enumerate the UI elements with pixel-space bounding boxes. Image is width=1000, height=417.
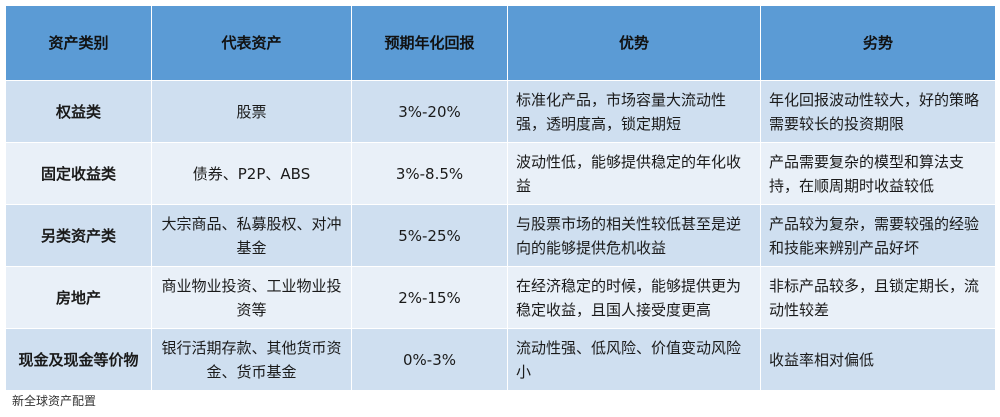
table-row: 现金及现金等价物 银行活期存款、其他货币资金、货币基金 0%-3% 流动性强、低… bbox=[5, 328, 996, 391]
cell-return: 3%-20% bbox=[351, 80, 508, 143]
cell-disadvantage: 产品需要复杂的模型和算法支持，在顺周期时收益较低 bbox=[760, 142, 996, 205]
table-header-row: 资产类别 代表资产 预期年化回报 优势 劣势 bbox=[5, 5, 996, 81]
cell-asset: 银行活期存款、其他货币资金、货币基金 bbox=[151, 328, 352, 391]
cell-advantage: 在经济稳定的时候，能够提供更为稳定收益，且国人接受度更高 bbox=[507, 266, 761, 329]
cell-return: 5%-25% bbox=[351, 204, 508, 267]
cell-disadvantage: 非标产品较多，且锁定期长，流动性较差 bbox=[760, 266, 996, 329]
cell-category: 现金及现金等价物 bbox=[5, 328, 152, 391]
header-category: 资产类别 bbox=[5, 5, 152, 81]
header-advantage: 优势 bbox=[507, 5, 761, 81]
asset-class-table: 资产类别 代表资产 预期年化回报 优势 劣势 权益类 股票 3%-20% 标准化… bbox=[5, 5, 996, 391]
cell-asset: 债券、P2P、ABS bbox=[151, 142, 352, 205]
table-row: 权益类 股票 3%-20% 标准化产品，市场容量大流动性强，透明度高，锁定期短 … bbox=[5, 80, 996, 143]
header-return: 预期年化回报 bbox=[351, 5, 508, 81]
cell-category: 固定收益类 bbox=[5, 142, 152, 205]
cell-advantage: 与股票市场的相关性较低甚至是逆向的能够提供危机收益 bbox=[507, 204, 761, 267]
header-asset: 代表资产 bbox=[151, 5, 352, 81]
cell-return: 0%-3% bbox=[351, 328, 508, 391]
cell-disadvantage: 年化回报波动性较大，好的策略需要较长的投资期限 bbox=[760, 80, 996, 143]
cell-category: 权益类 bbox=[5, 80, 152, 143]
table-row: 固定收益类 债券、P2P、ABS 3%-8.5% 波动性低，能够提供稳定的年化收… bbox=[5, 142, 996, 205]
table-row: 房地产 商业物业投资、工业物业投资等 2%-15% 在经济稳定的时候，能够提供更… bbox=[5, 266, 996, 329]
cell-asset: 大宗商品、私募股权、对冲基金 bbox=[151, 204, 352, 267]
cell-return: 3%-8.5% bbox=[351, 142, 508, 205]
cell-disadvantage: 产品较为复杂，需要较强的经验和技能来辨别产品好坏 bbox=[760, 204, 996, 267]
cell-advantage: 标准化产品，市场容量大流动性强，透明度高，锁定期短 bbox=[507, 80, 761, 143]
table-row: 另类资产类 大宗商品、私募股权、对冲基金 5%-25% 与股票市场的相关性较低甚… bbox=[5, 204, 996, 267]
cell-disadvantage: 收益率相对偏低 bbox=[760, 328, 996, 391]
cell-category: 另类资产类 bbox=[5, 204, 152, 267]
cell-category: 房地产 bbox=[5, 266, 152, 329]
cell-asset: 商业物业投资、工业物业投资等 bbox=[151, 266, 352, 329]
cell-advantage: 流动性强、低风险、价值变动风险小 bbox=[507, 328, 761, 391]
cell-return: 2%-15% bbox=[351, 266, 508, 329]
cell-advantage: 波动性低，能够提供稳定的年化收益 bbox=[507, 142, 761, 205]
cell-asset: 股票 bbox=[151, 80, 352, 143]
source-caption: 新全球资产配置 bbox=[12, 394, 97, 408]
asset-class-table-container: 资产类别 代表资产 预期年化回报 优势 劣势 权益类 股票 3%-20% 标准化… bbox=[5, 5, 996, 391]
header-disadvantage: 劣势 bbox=[760, 5, 996, 81]
